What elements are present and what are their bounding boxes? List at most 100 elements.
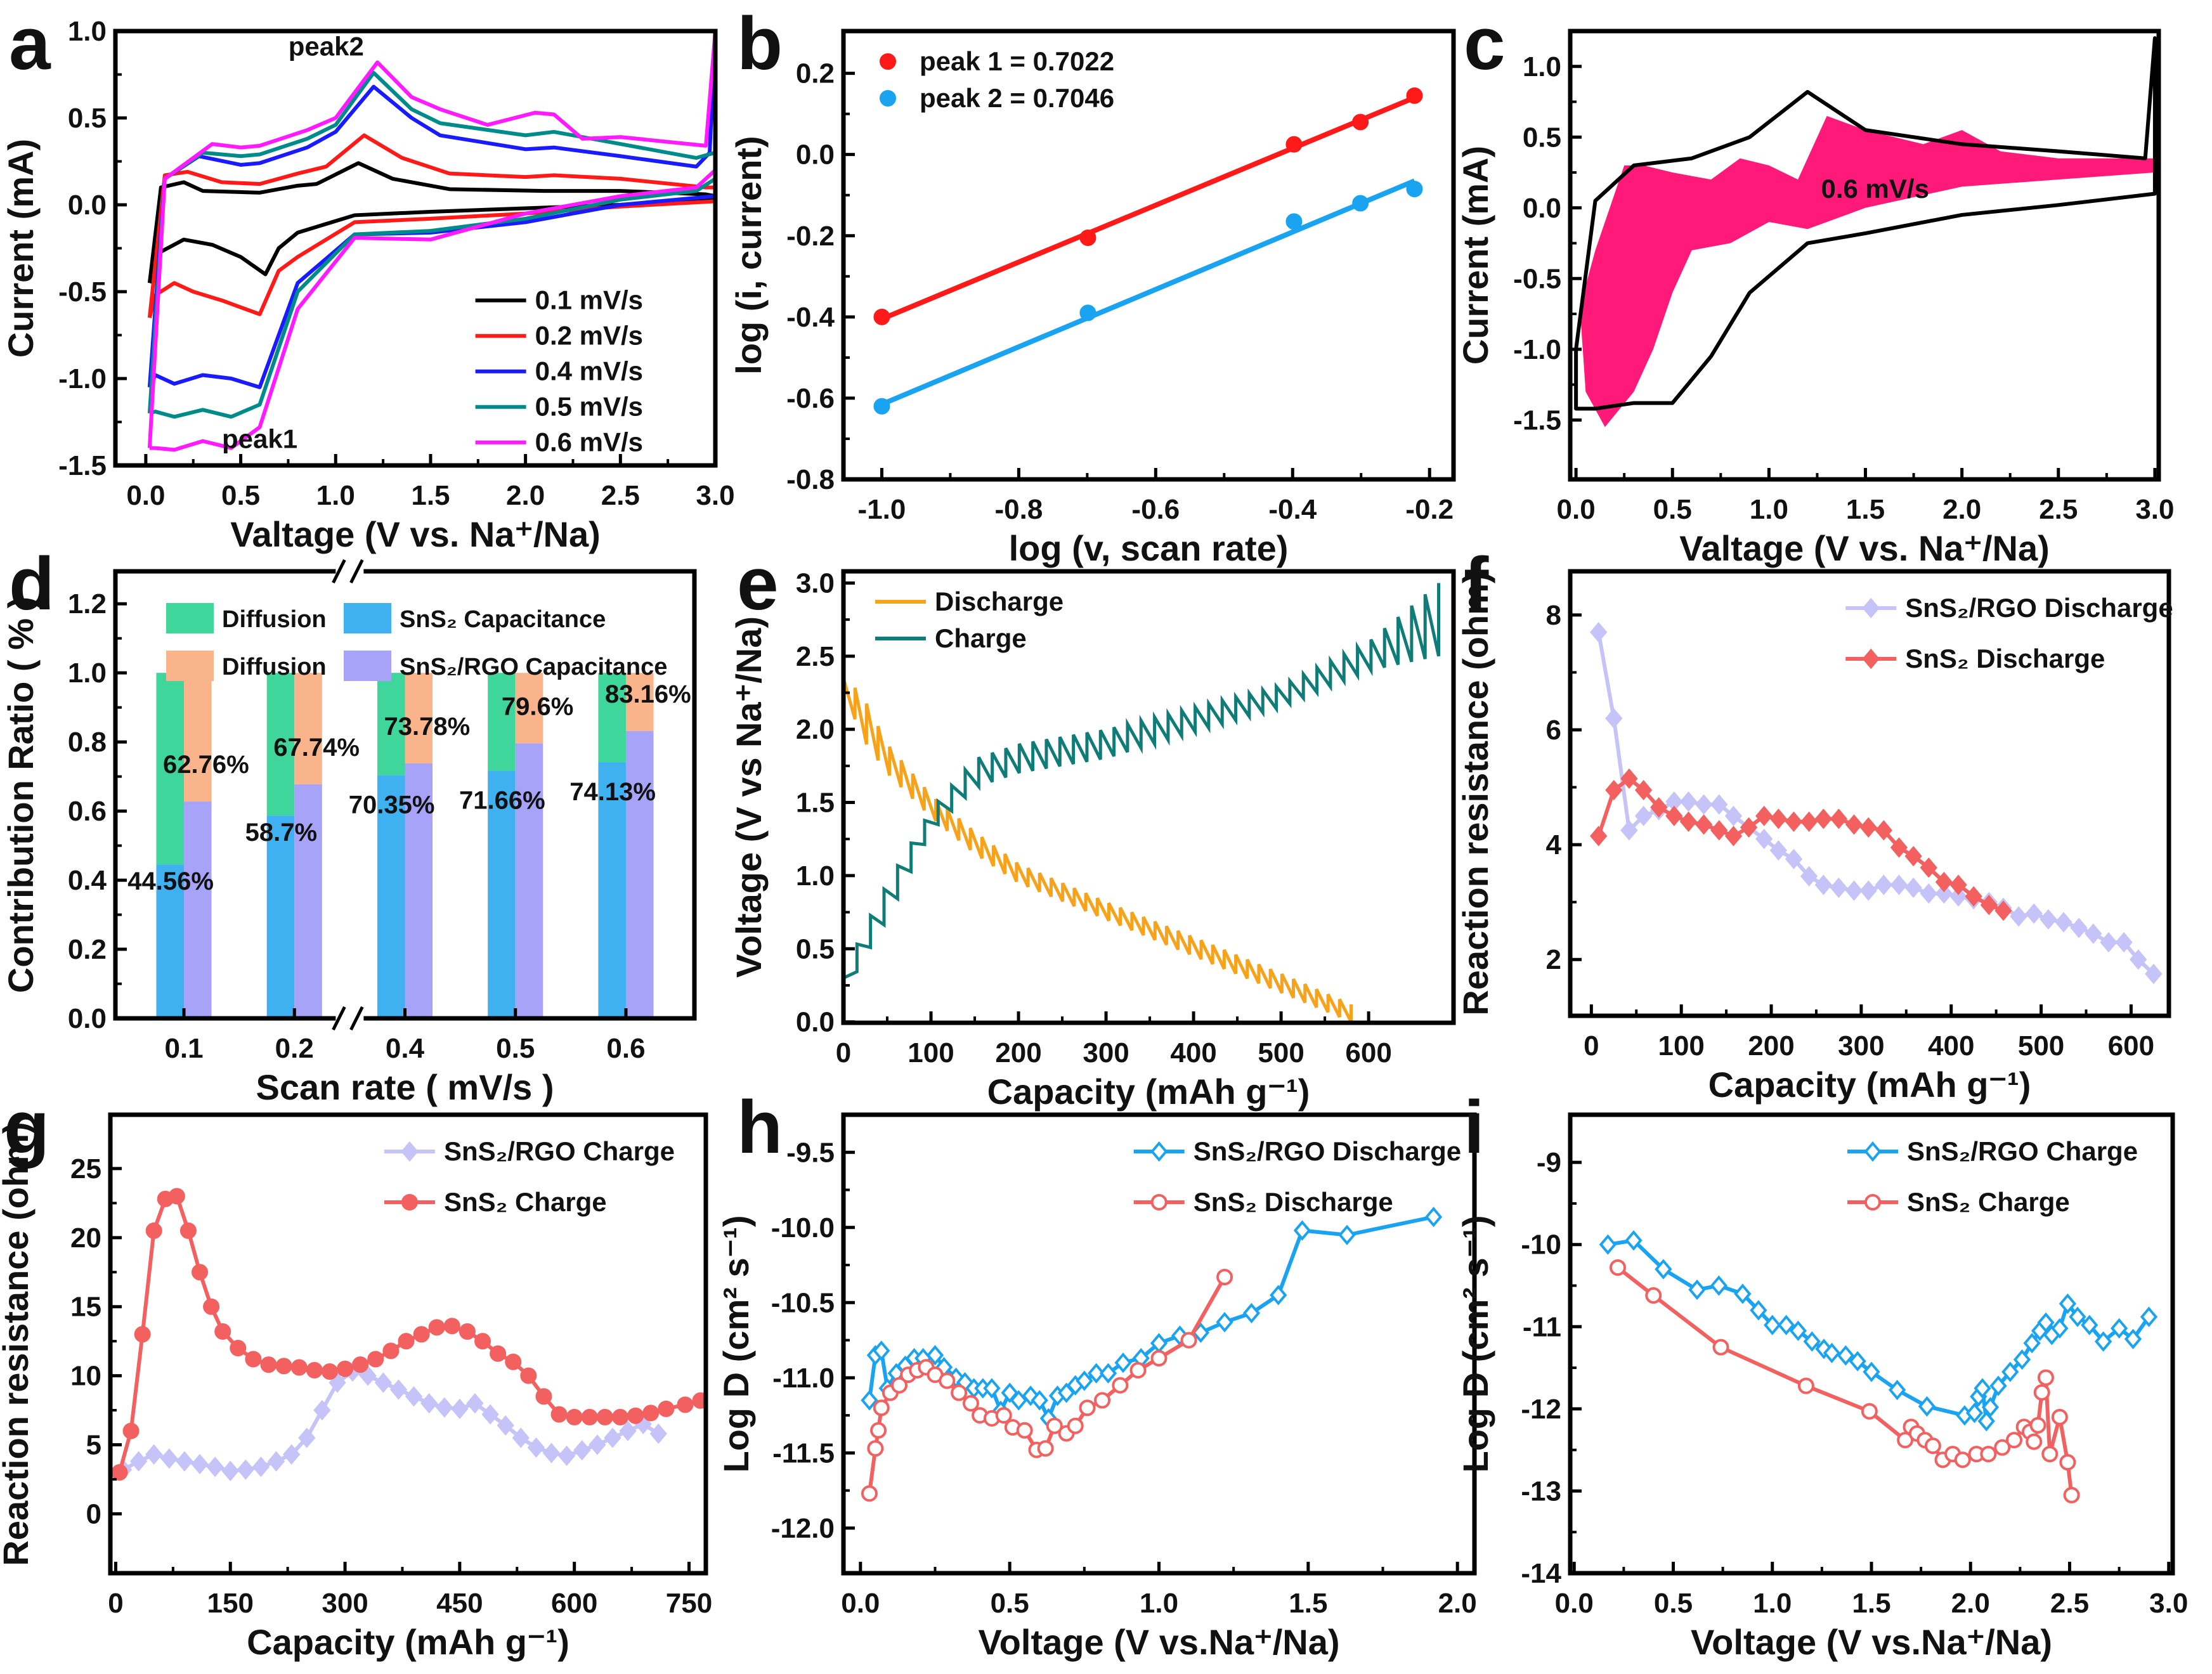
data-point [873, 1399, 890, 1417]
x-tick-label: 1.0 [1753, 1588, 1792, 1619]
legend-label: SnS₂ Discharge [1194, 1187, 1393, 1217]
y-tick-label: -9 [1537, 1147, 1561, 1178]
y-tick-label: 0.0 [68, 1003, 107, 1034]
data-point [451, 1398, 469, 1419]
data-point [398, 1333, 415, 1350]
data-point [230, 1340, 247, 1357]
x-tick-label: -0.6 [1131, 494, 1180, 525]
data-point [2041, 1446, 2059, 1463]
plot-frame [108, 1112, 708, 1576]
legend-swatch [166, 651, 214, 681]
data-point [1046, 1417, 1063, 1434]
data-point [1920, 883, 1937, 904]
data-point [298, 1427, 316, 1448]
data-point [1837, 1345, 1854, 1366]
y-tick-label: 1.2 [68, 588, 107, 620]
plot-frame [841, 29, 1456, 482]
axis-break-mark [332, 1006, 346, 1031]
data-point [1016, 1422, 1033, 1439]
y-tick-label: -10.0 [771, 1212, 835, 1243]
data-point [1079, 304, 1096, 321]
series-line [147, 133, 715, 318]
y-tick-label: 15 [70, 1292, 101, 1323]
data-point [1406, 181, 1423, 198]
data-point [145, 1444, 163, 1465]
data-point [401, 1194, 418, 1210]
data-point [1890, 837, 1908, 858]
data-point [2025, 903, 2043, 924]
data-point [191, 1453, 209, 1475]
series-sns-rgo-charge [114, 1361, 667, 1481]
x-tick-label: 750 [666, 1588, 712, 1619]
data-point [1679, 811, 1698, 832]
y-axis-label: Contribution Ratio ( % ) [1, 597, 41, 993]
y-tick-label: 25 [70, 1153, 101, 1184]
data-point [275, 1358, 292, 1375]
series-sns-rgo-charge [1599, 1230, 2158, 1432]
data-point [1954, 1451, 1971, 1469]
y-tick-label: 0.0 [796, 1007, 835, 1038]
x-tick-label: 150 [207, 1588, 254, 1619]
data-point [1800, 811, 1818, 832]
plot-area [861, 1207, 1443, 1502]
data-point [581, 1408, 598, 1425]
y-tick-label: 5 [86, 1429, 101, 1460]
data-point [1949, 874, 1967, 895]
data-point [214, 1323, 231, 1340]
data-point [2038, 1369, 2054, 1386]
data-point [459, 1323, 476, 1340]
y-axis-label: Voltage (V vs Na⁺/Na) [729, 616, 769, 978]
legend-swatch [166, 603, 214, 633]
x-tick-label: 0.5 [1654, 1588, 1693, 1619]
y-axis-label: Reaction resistance (ohm) [1455, 571, 1495, 1015]
data-point [260, 1356, 277, 1373]
bar-value-label: 70.35% [349, 791, 435, 819]
data-point [596, 1408, 613, 1425]
panel-label: i [1464, 1086, 1485, 1169]
bar-capacitance [625, 730, 654, 1018]
data-point [245, 1351, 262, 1368]
y-tick-label: 8 [1546, 600, 1561, 631]
y-tick-label: 1.0 [796, 860, 835, 892]
y-tick-label: -9.5 [786, 1137, 835, 1168]
data-point [1610, 1259, 1626, 1276]
data-point [557, 1445, 576, 1466]
x-tick-label: -0.8 [994, 494, 1043, 525]
y-tick-label: -14 [1521, 1558, 1561, 1589]
x-tick-label: 0.0 [1557, 494, 1596, 525]
data-point [1590, 621, 1608, 643]
bar-diffusion [377, 673, 405, 775]
data-point [658, 1400, 675, 1417]
data-point [2023, 1333, 2041, 1354]
data-point [951, 1384, 968, 1401]
bar-value-label: 83.16% [605, 680, 691, 708]
data-point [1031, 1390, 1048, 1411]
x-tick-label: 500 [1258, 1037, 1304, 1068]
x-tick-label: 2.0 [506, 480, 545, 511]
y-tick-label: 0.0 [68, 190, 107, 221]
annotation-label: peak2 [289, 31, 364, 61]
y-tick-label: -12 [1521, 1394, 1561, 1425]
data-point [1764, 1314, 1781, 1335]
data-point [1859, 880, 1877, 901]
legend-label: SnS₂/RGO Charge [444, 1136, 675, 1166]
data-point [2040, 909, 2057, 930]
data-point [1949, 886, 1967, 907]
x-axis-label: Valtage (V vs. Na⁺/Na) [230, 514, 601, 554]
legend-label: 0.6 mV/s [535, 427, 643, 457]
panel-i: i 0.0 0.5 1.0 1.5 2.0 2.5 3.0 -14 -13 -12 -11 -10 -9 V… [1455, 1086, 2188, 1662]
data-point [1755, 805, 1773, 826]
panel-h: h 0.0 0.5 1.0 1.5 2.0 -12.0 -11.5 -11.0 -10.5 -10.… [716, 1086, 1477, 1662]
data-point [1890, 874, 1908, 895]
data-point [122, 1422, 140, 1439]
y-tick-label: 2 [1546, 944, 1561, 975]
bar-value-label: 67.74% [273, 734, 360, 762]
y-tick-label: 0.5 [796, 933, 835, 964]
data-point [627, 1407, 644, 1424]
data-point [1150, 1141, 1168, 1162]
data-point [1285, 136, 1303, 153]
panel-f: f 0 100 200 300 400 500 600 2 4 6 8 Capacity (mAh g⁻… [1455, 542, 2173, 1105]
y-tick-label: 20 [70, 1223, 101, 1254]
data-point [2029, 1417, 2046, 1434]
y-tick-label: -0.2 [786, 221, 835, 252]
